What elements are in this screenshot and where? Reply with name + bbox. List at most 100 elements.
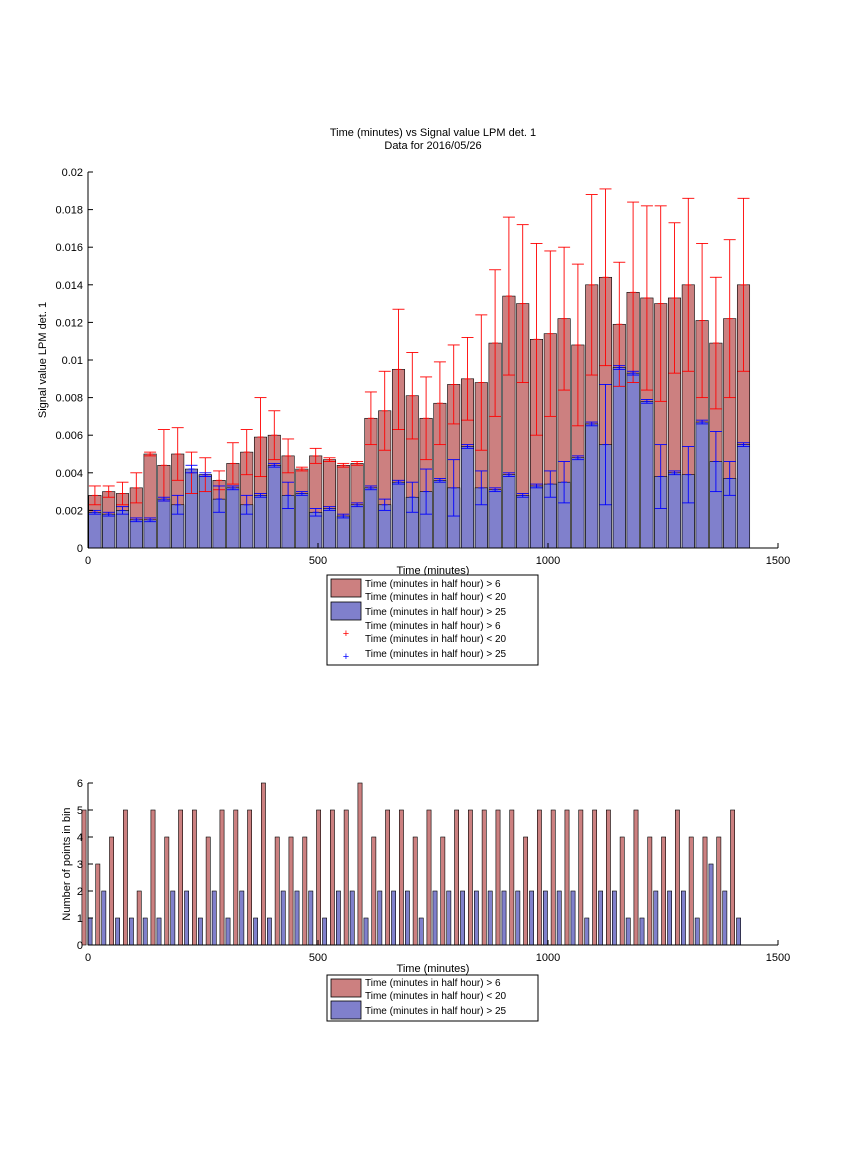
signal-errorbar-red bbox=[337, 462, 350, 468]
signal-errorbar-blue bbox=[682, 446, 695, 504]
signal-bar-blue bbox=[626, 372, 640, 549]
count-bar-red bbox=[343, 809, 349, 946]
chart-title: Time (minutes) vs Signal value LPM det. … bbox=[330, 127, 536, 139]
signal-bar-blue bbox=[253, 495, 268, 549]
legend-swatch-blue bbox=[330, 601, 362, 621]
signal-errorbar-blue bbox=[102, 511, 115, 517]
legend-swatch-red bbox=[330, 578, 362, 598]
count-bar-blue bbox=[322, 917, 327, 946]
count-bar-blue bbox=[418, 917, 424, 946]
signal-errorbar-red bbox=[226, 442, 239, 485]
signal-bar-blue bbox=[115, 510, 130, 549]
count-bar-red bbox=[288, 836, 294, 946]
signal-errorbar-red bbox=[558, 246, 571, 391]
signal-errorbar-red bbox=[102, 485, 115, 498]
legend-entry-1-line1: Time (minutes in half hour) > 6 bbox=[365, 579, 501, 590]
signal-errorbar-red bbox=[654, 205, 667, 402]
count-bar-blue bbox=[694, 917, 700, 946]
signal-errorbar-blue bbox=[323, 506, 336, 511]
count-bar-red bbox=[274, 836, 280, 946]
count-bar-red bbox=[688, 836, 694, 946]
signal-errorbar-blue bbox=[378, 498, 391, 511]
bottom-x-tick-label: 1000 bbox=[536, 952, 560, 964]
count-bar-red bbox=[509, 809, 515, 946]
legend-entry-4: Time (minutes in half hour) > 25 bbox=[365, 649, 507, 660]
signal-bar-blue bbox=[695, 421, 709, 549]
count-bar-red bbox=[730, 809, 735, 946]
signal-errorbar-blue bbox=[213, 485, 226, 513]
bottom-legend: Time (minutes in half hour) > 6 Time (mi… bbox=[326, 974, 539, 1022]
signal-errorbar-blue bbox=[351, 502, 364, 508]
signal-errorbar-blue bbox=[130, 517, 143, 523]
signal-bar-blue bbox=[736, 444, 751, 549]
signal-errorbar-blue bbox=[171, 494, 184, 515]
signal-errorbar-blue bbox=[295, 491, 308, 496]
signal-errorbar-blue bbox=[185, 464, 198, 474]
signal-errorbar-blue bbox=[268, 462, 281, 468]
signal-bar-blue bbox=[336, 515, 350, 549]
legend-swatch-red-2 bbox=[330, 978, 362, 998]
count-bar-blue bbox=[542, 890, 548, 946]
signal-errorbar-red bbox=[378, 370, 391, 451]
count-bar-red bbox=[95, 863, 101, 946]
count-bar-red bbox=[398, 809, 404, 946]
count-bar-red bbox=[371, 836, 377, 946]
signal-errorbar-blue bbox=[613, 365, 626, 370]
count-bar-red bbox=[109, 836, 114, 946]
signal-errorbar-blue bbox=[392, 479, 405, 485]
count-bar-blue bbox=[115, 917, 120, 946]
count-bar-red bbox=[633, 809, 639, 946]
signal-bar-blue bbox=[612, 367, 626, 549]
signal-bar-blue bbox=[640, 401, 654, 549]
signal-errorbar-red bbox=[502, 216, 515, 376]
signal-bar-blue bbox=[157, 498, 171, 549]
top-legend: Time (minutes in half hour) > 6 Time (mi… bbox=[326, 574, 539, 666]
count-bar-blue bbox=[722, 890, 728, 946]
count-bar-blue bbox=[294, 890, 300, 946]
count-bar-red bbox=[605, 809, 611, 946]
bottom-y-tick-label: 2 bbox=[77, 886, 83, 898]
top-y-tick-label: 0.018 bbox=[55, 205, 83, 217]
signal-errorbar-blue bbox=[447, 459, 460, 517]
bottom-y-axis-label: Number of points in bin bbox=[61, 807, 73, 920]
count-bar-blue bbox=[625, 917, 631, 946]
signal-bar-blue bbox=[267, 464, 281, 549]
signal-bar-blue bbox=[433, 480, 447, 549]
count-bar-blue bbox=[473, 890, 479, 946]
top-x-tick-label: 1500 bbox=[766, 555, 790, 567]
count-bar-red bbox=[454, 809, 459, 946]
signal-errorbar-blue bbox=[461, 444, 474, 449]
count-bar-blue bbox=[308, 890, 314, 946]
legend2-entry-1-line1: Time (minutes in half hour) > 6 bbox=[365, 978, 501, 989]
count-bar-red bbox=[481, 809, 487, 946]
top-x-axis-label: Time (minutes) bbox=[397, 565, 470, 577]
count-bar-red bbox=[550, 809, 556, 946]
signal-plot: 0 500 1000 1500 0 0.002 0.004 0.006 0.008 0.01 0.0… bbox=[55, 167, 790, 567]
signal-errorbar-blue bbox=[199, 472, 212, 478]
count-bar-blue bbox=[529, 890, 534, 946]
signal-errorbar-blue bbox=[475, 470, 488, 506]
signal-errorbar-red bbox=[599, 188, 612, 367]
top-y-tick-label: 0.004 bbox=[55, 468, 83, 480]
signal-errorbar-blue bbox=[337, 513, 350, 519]
bottom-y-tick-label: 3 bbox=[77, 859, 83, 871]
count-bar-red bbox=[205, 836, 211, 946]
signal-bar-blue bbox=[571, 457, 585, 549]
count-bar-red bbox=[219, 809, 225, 946]
count-bar-blue bbox=[446, 890, 452, 946]
signal-errorbar-blue bbox=[489, 487, 502, 493]
top-x-tick-label: 1000 bbox=[536, 555, 560, 567]
count-bar-blue bbox=[239, 890, 245, 946]
count-bar-blue bbox=[225, 917, 231, 946]
signal-bar-blue bbox=[502, 474, 516, 549]
count-bar-red bbox=[316, 809, 321, 946]
signal-bar-blue bbox=[322, 508, 337, 549]
legend-entry-3-line1: Time (minutes in half hour) > 6 bbox=[365, 621, 501, 632]
signal-errorbar-blue bbox=[723, 461, 736, 496]
count-bar-blue bbox=[349, 890, 355, 946]
signal-bar-blue bbox=[488, 489, 502, 549]
signal-errorbar-red bbox=[406, 352, 419, 440]
count-bar-blue bbox=[667, 890, 672, 946]
signal-errorbar-red bbox=[544, 250, 557, 417]
